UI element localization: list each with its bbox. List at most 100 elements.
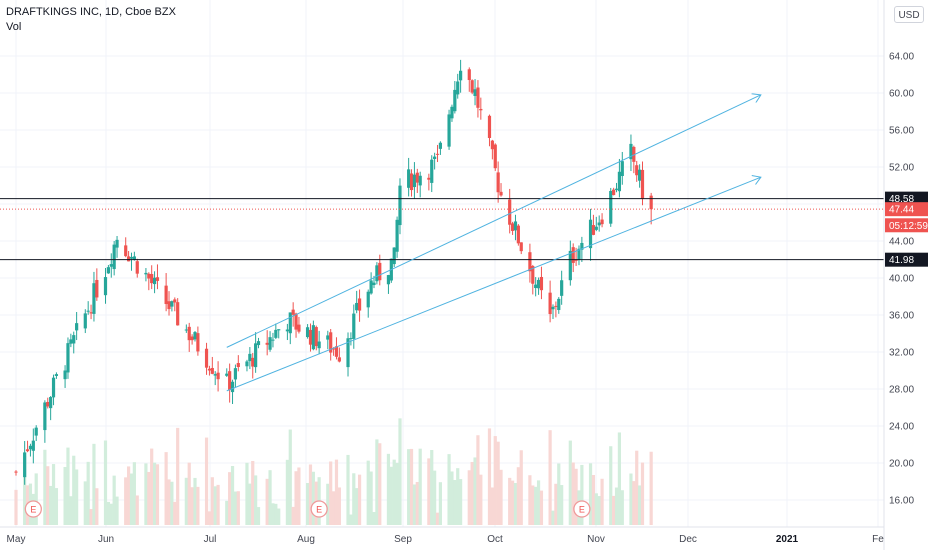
candle — [95, 268, 99, 301]
candle — [580, 236, 584, 262]
volume-bar — [305, 483, 310, 525]
earnings-marker: E — [310, 500, 328, 518]
candle-body — [285, 329, 289, 332]
candle — [150, 265, 154, 290]
y-tick-label: 56.00 — [889, 126, 914, 137]
candle-body — [528, 252, 532, 272]
candle — [230, 379, 235, 404]
price-label: 41.98 — [885, 252, 928, 267]
candle — [473, 79, 477, 106]
candle-body — [66, 343, 70, 373]
candle — [453, 81, 457, 114]
volume-bar — [196, 486, 200, 525]
candle-body — [326, 335, 330, 340]
candle — [228, 363, 232, 403]
candle-body — [170, 301, 174, 307]
y-tick-label: 36.00 — [889, 311, 914, 322]
candle — [43, 400, 47, 443]
candle-body — [89, 312, 93, 314]
volume-bar — [386, 453, 391, 525]
volume-bar — [207, 511, 212, 525]
candle-body — [508, 199, 512, 225]
volume-bar — [147, 471, 151, 525]
volume-bar — [115, 496, 119, 525]
volume-bar — [609, 446, 613, 525]
candle-body — [230, 381, 235, 393]
candle — [597, 215, 601, 232]
candle-body — [580, 242, 584, 250]
candle — [308, 323, 313, 352]
candle — [213, 371, 217, 386]
candle-body — [349, 338, 353, 340]
candle-body — [649, 195, 653, 210]
candle — [109, 253, 113, 278]
candle-body — [450, 106, 454, 119]
volume-bar — [346, 454, 350, 525]
candle — [184, 324, 188, 333]
candle — [346, 332, 350, 377]
candle-body — [597, 222, 601, 226]
candle — [326, 330, 330, 350]
candle — [248, 347, 252, 370]
volume-bar — [398, 418, 402, 525]
candle-body — [109, 264, 113, 267]
candle-body — [499, 191, 503, 196]
candle-body — [288, 312, 292, 334]
volume-bar — [496, 441, 500, 525]
candle — [620, 151, 624, 185]
candle-body — [305, 327, 310, 338]
volume-bar — [51, 464, 56, 525]
candle — [311, 320, 315, 351]
candle — [614, 182, 619, 193]
trend-channel-line — [226, 177, 761, 392]
candle — [190, 334, 194, 345]
chart-legend: DRAFTKINGS INC, 1D, Cboe BZX Vol — [6, 5, 176, 35]
currency-button[interactable]: USD — [894, 6, 924, 23]
candle-body — [470, 80, 474, 93]
y-tick-label: 16.00 — [889, 496, 914, 507]
volume-bar — [430, 450, 434, 525]
volume-bar — [490, 487, 494, 525]
volume-bar — [124, 477, 128, 525]
candle-body — [43, 402, 47, 431]
candle — [398, 178, 402, 235]
candle — [274, 323, 278, 340]
candle-body — [407, 169, 411, 188]
candle — [508, 188, 512, 234]
candle-body — [126, 256, 131, 262]
volume-bar — [395, 462, 399, 525]
volume-bar — [551, 510, 555, 525]
earnings-marker: E — [24, 500, 42, 518]
y-tick-label: 44.00 — [889, 237, 914, 248]
volume-bar — [438, 482, 443, 525]
volume-bar — [49, 485, 53, 525]
candle — [337, 347, 341, 363]
candle — [516, 224, 520, 246]
candle — [415, 168, 419, 193]
volume-bar — [152, 462, 157, 525]
volume-bar — [409, 448, 414, 525]
volume-bar — [69, 496, 73, 525]
volume-bar — [600, 478, 604, 525]
price-label: 05:12:59 — [885, 218, 928, 233]
candle — [54, 372, 59, 379]
candle — [83, 309, 87, 334]
candle — [349, 332, 353, 346]
candle — [568, 240, 572, 286]
candle — [245, 359, 249, 372]
volume-bar — [588, 463, 593, 525]
candle-body — [510, 223, 515, 231]
candle — [640, 161, 645, 206]
volume-bar — [534, 486, 538, 525]
candle — [66, 337, 70, 379]
candle-body — [184, 329, 188, 331]
candle — [254, 332, 258, 373]
candle-body — [635, 165, 639, 176]
candle-body — [331, 348, 336, 350]
candle — [389, 258, 393, 283]
candle-body — [28, 445, 33, 450]
candle — [357, 289, 362, 322]
candle — [135, 258, 139, 278]
candle-body — [196, 333, 200, 352]
